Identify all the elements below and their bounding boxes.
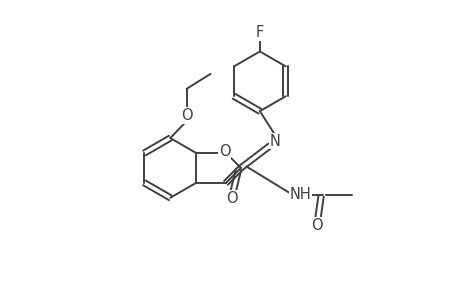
- Text: O: O: [310, 218, 322, 233]
- Text: F: F: [255, 26, 263, 40]
- Text: O: O: [180, 108, 192, 123]
- Text: O: O: [226, 191, 237, 206]
- Text: NH: NH: [289, 187, 310, 202]
- Text: O: O: [218, 144, 230, 159]
- Text: N: N: [269, 134, 280, 148]
